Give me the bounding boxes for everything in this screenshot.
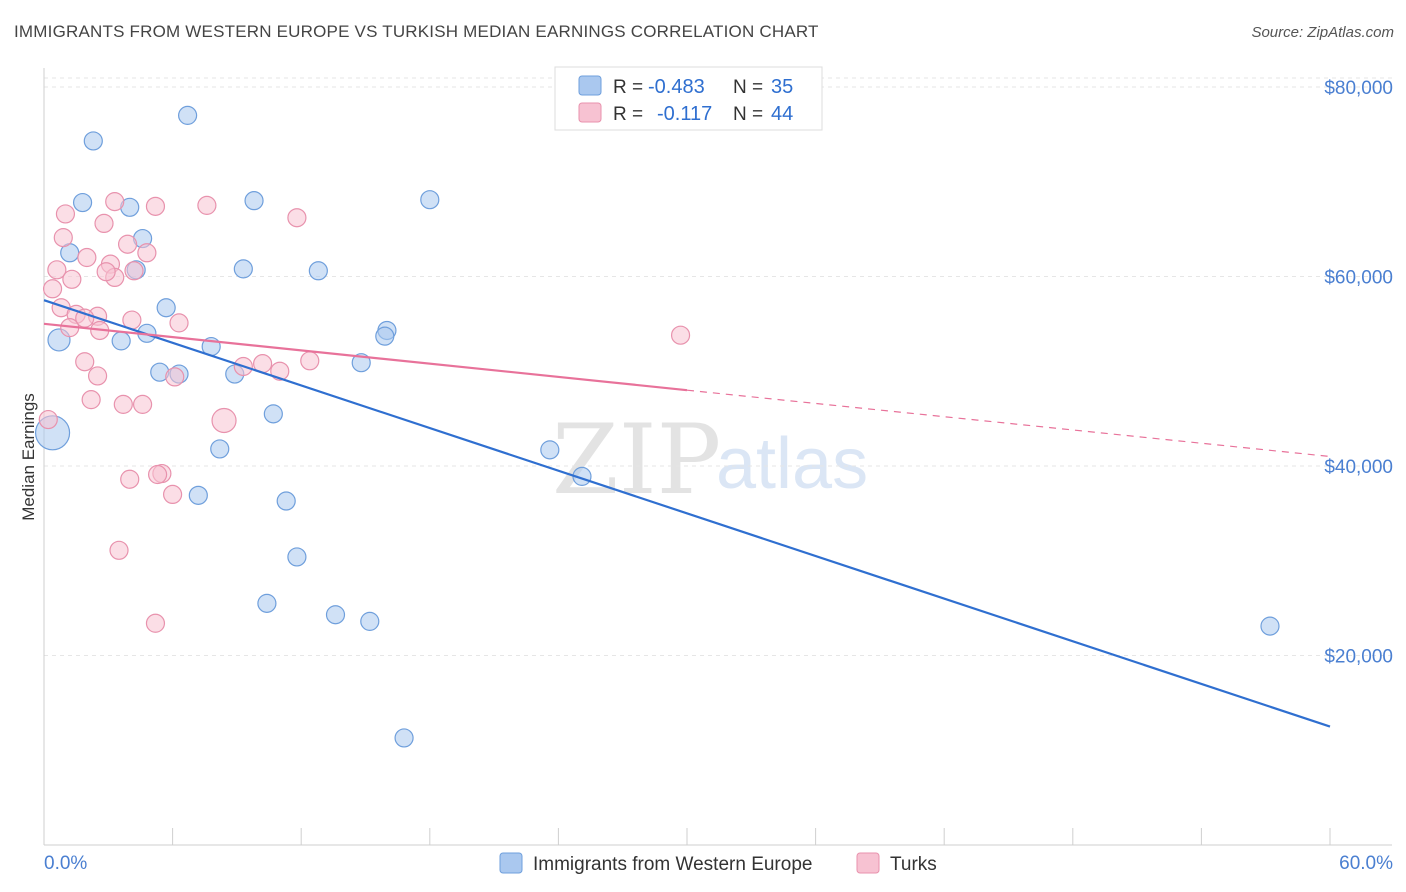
point-turks [62,269,82,289]
series-legend-swatch-pink [856,852,880,874]
point-western-europe [360,611,380,631]
point-turks [300,351,320,371]
point-western-europe [308,261,328,281]
trend-lines [43,299,1331,728]
point-western-europe [276,491,296,511]
x-tick-label-right: 60.0% [1339,853,1393,874]
point-western-europe [233,259,253,279]
source-credit: Source: ZipAtlas.com [1251,24,1394,41]
point-turks [124,261,144,281]
trend-line-turks-extrapolated [686,389,1331,458]
series-legend: Immigrants from Western Europe Turks [499,852,937,875]
point-turks [94,213,114,233]
point-turks [53,228,73,248]
point-turks [169,313,189,333]
legend-swatch-pink [578,102,602,123]
x-tick-label-left: 0.0% [44,853,87,874]
legend-swatch-blue [578,75,602,96]
point-turks [670,325,691,345]
point-western-europe [540,440,560,460]
watermark-zip: ZIP [552,404,721,516]
point-turks [120,469,140,489]
y-tick-label: $40,000 [1324,457,1393,478]
point-western-europe [287,547,307,567]
point-western-europe [351,353,371,373]
point-turks [42,279,63,299]
point-western-europe [325,605,346,625]
chart-title: IMMIGRANTS FROM WESTERN EUROPE VS TURKIS… [14,22,819,41]
y-axis-label: Median Earnings [19,393,38,521]
point-turks [211,407,237,434]
point-turks [109,540,129,560]
point-turks [145,196,166,216]
point-western-europe [111,331,131,351]
legend-r-label-2: R = [613,104,643,125]
series-legend-label-pink: Turks [890,854,937,875]
point-western-europe [394,728,414,748]
point-western-europe [72,192,93,213]
y-tick-label: $20,000 [1324,646,1393,667]
point-western-europe [178,105,198,125]
point-turks [81,390,101,410]
y-tick-label: $60,000 [1324,267,1393,288]
point-western-europe [244,191,264,211]
point-turks [287,208,307,228]
point-turks [47,260,67,280]
legend-n-value-1: 35 [771,76,793,98]
legend-n-label-1: N = [733,77,763,98]
point-turks [77,247,97,268]
correlation-legend: R = -0.483 N = 35 R = -0.117 N = 44 [554,66,823,131]
legend-r-label-1: R = [613,77,643,98]
point-turks [96,262,116,282]
point-turks [165,367,185,387]
point-turks [132,394,153,414]
point-western-europe [1260,616,1280,636]
x-ticks [43,828,1331,845]
point-western-europe [156,298,176,318]
legend-n-value-2: 44 [771,103,793,125]
legend-r-value-2: -0.117 [657,103,712,125]
point-western-europe [257,593,277,613]
point-turks [113,394,133,414]
point-turks [137,243,157,263]
point-turks [163,484,183,505]
point-western-europe [188,485,208,505]
series-legend-label-blue: Immigrants from Western Europe [533,854,812,875]
legend-n-label-2: N = [733,104,763,125]
legend-r-value-1: -0.483 [648,76,705,98]
watermark-atlas: atlas [716,424,868,504]
point-turks [147,464,168,485]
point-western-europe [420,190,440,210]
trend-line-turks [43,322,688,392]
point-turks [55,204,76,224]
point-turks [75,352,95,372]
point-turks [105,192,125,212]
trend-line-western-europe [43,299,1331,728]
point-western-europe [263,404,283,424]
axes [43,68,1392,846]
y-tick-labels: $80,000 $60,000 $40,000 $20,000 [1324,78,1393,668]
y-tick-label: $80,000 [1324,78,1393,99]
point-turks [145,613,166,633]
point-western-europe [83,131,103,151]
point-western-europe [375,326,395,346]
data-points [34,105,1280,748]
point-turks [87,366,108,386]
point-turks [117,234,138,254]
point-turks [38,409,58,430]
series-legend-swatch-blue [499,852,523,874]
point-turks [197,195,217,215]
point-western-europe [210,439,230,459]
